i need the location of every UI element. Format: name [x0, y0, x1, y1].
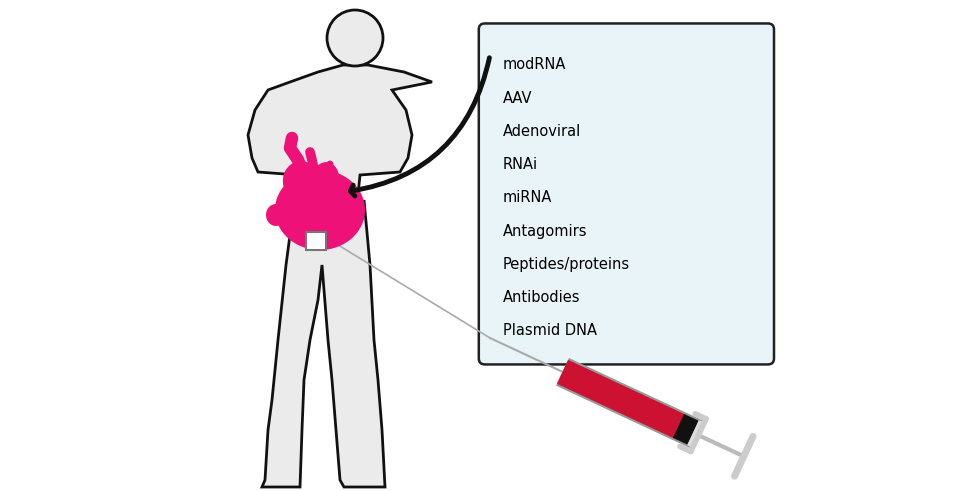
Ellipse shape — [275, 170, 365, 250]
Text: modRNA: modRNA — [503, 57, 566, 73]
Text: miRNA: miRNA — [503, 191, 552, 205]
Text: AAV: AAV — [503, 91, 532, 106]
Text: Antibodies: Antibodies — [503, 290, 580, 305]
Text: Antagomirs: Antagomirs — [503, 223, 588, 239]
Text: Peptides/proteins: Peptides/proteins — [503, 257, 630, 272]
Ellipse shape — [311, 162, 339, 198]
Text: Adenoviral: Adenoviral — [503, 124, 581, 139]
FancyBboxPatch shape — [306, 232, 326, 250]
Ellipse shape — [283, 161, 322, 203]
Text: RNAi: RNAi — [503, 157, 538, 172]
Text: Plasmid DNA: Plasmid DNA — [503, 323, 597, 338]
Ellipse shape — [266, 204, 286, 226]
Circle shape — [327, 10, 383, 66]
FancyBboxPatch shape — [479, 24, 774, 364]
Polygon shape — [248, 65, 432, 487]
